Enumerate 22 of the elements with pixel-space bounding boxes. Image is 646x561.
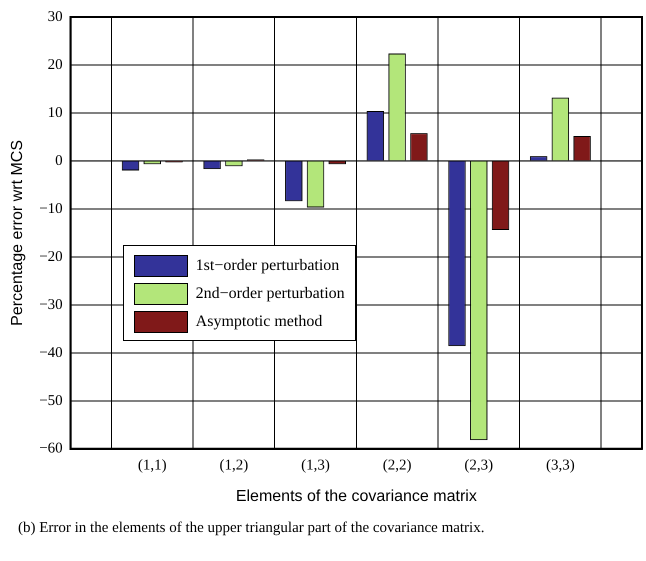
legend-label: Asymptotic method (196, 312, 322, 331)
x-tick-label: (1,1) (138, 458, 167, 474)
x-tick-label: (1,2) (220, 458, 248, 474)
y-tick-label: 20 (48, 56, 63, 73)
legend-label: 1st−order perturbation (196, 256, 340, 275)
y-tick-label: −60 (39, 440, 63, 457)
y-tick-label: 0 (55, 152, 63, 169)
x-tick-label: (3,3) (546, 458, 575, 474)
x-tick-label: (2,2) (382, 458, 412, 474)
y-tick-label: −20 (39, 248, 63, 265)
y-tick-label: −10 (39, 200, 63, 217)
y-tick-label: 10 (48, 104, 63, 121)
y-tick-label: 30 (48, 8, 63, 25)
x-axis-title: Elements of the covariance matrix (236, 488, 477, 505)
x-tick-label: (1,3) (301, 458, 330, 474)
y-tick-label: −40 (39, 344, 63, 361)
legend-label: 2nd−order perturbation (196, 284, 345, 303)
x-tick-label: (2,3) (464, 458, 494, 474)
text: (b) Error in the elements of the upper triangular part of the covariance matrix. (18, 520, 484, 537)
y-tick-label: −50 (39, 392, 63, 409)
y-axis-title: Percentage error wrt MCS (9, 140, 26, 326)
y-tick-label: −30 (39, 296, 63, 313)
